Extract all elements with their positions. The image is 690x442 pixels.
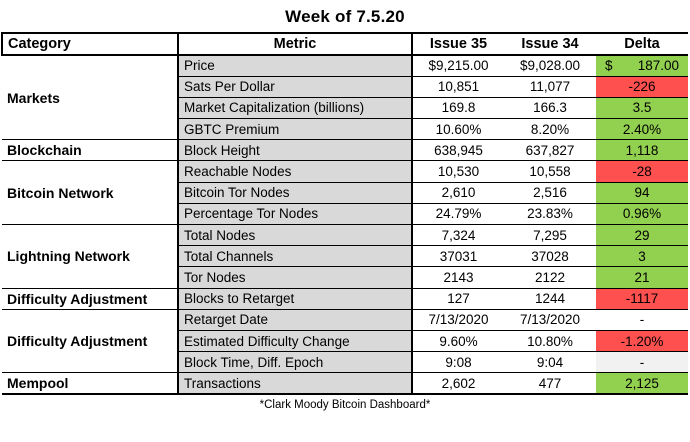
delta-cell: 0.96% <box>596 203 688 226</box>
issue35-cell: 2143 <box>412 266 504 289</box>
issue35-cell: 7,324 <box>412 224 504 247</box>
issue34-cell: 477 <box>504 372 596 396</box>
metric-cell: Total Channels <box>178 245 413 268</box>
header-row: Category Metric Issue 35 Issue 34 Delta <box>1 32 688 56</box>
delta-cell: 2.40% <box>596 118 688 141</box>
delta-cell: 21 <box>596 266 688 289</box>
table-row: Market Capitalization (billions) 169.8 1… <box>2 97 688 120</box>
issue35-cell: 10.60% <box>412 118 504 141</box>
column-header-issue35: Issue 35 <box>412 32 504 56</box>
issue34-cell: 8.20% <box>504 118 596 141</box>
issue35-cell: 2,602 <box>412 372 504 396</box>
table-row: Block Time, Diff. Epoch 9:08 9:04 - <box>2 351 688 374</box>
table-row: Total Channels 37031 37028 3 <box>2 245 688 268</box>
table-row: Bitcoin Network Reachable Nodes 10,530 1… <box>2 160 688 225</box>
issue34-cell: 23.83% <box>504 203 596 226</box>
table-row: Difficulty Adjustment Blocks to Retarget… <box>2 288 688 310</box>
issue34-cell: 10,558 <box>504 160 596 183</box>
delta-cell: - <box>596 309 688 331</box>
category-cell-markets: Markets <box>2 55 179 141</box>
issue35-cell: 7/13/2020 <box>412 309 504 331</box>
delta-cell: 29 <box>596 224 688 247</box>
issue35-cell: 9.60% <box>412 330 504 353</box>
metric-cell: Blocks to Retarget <box>178 288 413 310</box>
category-cell-mempool: Mempool <box>2 372 179 396</box>
issue35-cell: 10,851 <box>412 76 504 98</box>
delta-cell: -1117 <box>596 288 688 310</box>
table-row: Tor Nodes 2143 2122 21 <box>2 266 688 289</box>
metric-cell: Tor Nodes <box>178 266 413 289</box>
issue34-cell: 2122 <box>504 266 596 289</box>
issue35-cell: $9,215.00 <box>412 55 504 77</box>
delta-cell: 94 <box>596 182 688 204</box>
delta-cell: -226 <box>596 76 688 98</box>
delta-cell: 2,125 <box>596 372 688 396</box>
metric-cell: Block Time, Diff. Epoch <box>178 351 413 374</box>
issue34-cell: 7,295 <box>504 224 596 247</box>
issue35-cell: 638,945 <box>412 139 504 162</box>
issue34-cell: 10.80% <box>504 330 596 353</box>
issue34-cell: 166.3 <box>504 97 596 120</box>
table-row: Sats Per Dollar 10,851 11,077 -226 <box>2 76 688 98</box>
issue34-cell: 9:04 <box>504 351 596 374</box>
metric-cell: Retarget Date <box>178 309 413 331</box>
category-cell-difficulty-adjustment-1: Difficulty Adjustment <box>2 288 179 310</box>
issue35-cell: 127 <box>412 288 504 310</box>
metric-cell: Percentage Tor Nodes <box>178 203 413 226</box>
issue34-cell: 37028 <box>504 245 596 268</box>
metric-cell: Bitcoin Tor Nodes <box>178 182 413 204</box>
issue35-cell: 169.8 <box>412 97 504 120</box>
issue35-cell: 2,610 <box>412 182 504 204</box>
metric-cell: Block Height <box>178 139 413 162</box>
table-row: Bitcoin Tor Nodes 2,610 2,516 94 <box>2 182 688 204</box>
issue34-cell: 637,827 <box>504 139 596 162</box>
metric-cell: Reachable Nodes <box>178 160 413 183</box>
issue35-cell: 9:08 <box>412 351 504 374</box>
metrics-table: Category Metric Issue 35 Issue 34 Delta … <box>1 32 688 396</box>
metric-cell: Estimated Difficulty Change <box>178 330 413 353</box>
delta-cell: 1,118 <box>596 139 688 162</box>
issue35-cell: 10,530 <box>412 160 504 183</box>
column-header-metric: Metric <box>178 32 413 56</box>
metric-cell: Market Capitalization (billions) <box>178 97 413 120</box>
table-row: Markets Price $9,215.00 $9,028.00 $ 187.… <box>2 55 688 141</box>
column-header-category: Category <box>1 32 179 56</box>
delta-amount: 187.00 <box>637 58 679 74</box>
delta-currency-symbol: $ <box>605 58 613 74</box>
table-row: GBTC Premium 10.60% 8.20% 2.40% <box>2 118 688 141</box>
delta-cell: - <box>596 351 688 374</box>
metric-cell: Price <box>178 55 413 77</box>
category-cell-bitcoin-network: Bitcoin Network <box>2 160 179 225</box>
issue34-cell: 1244 <box>504 288 596 310</box>
issue34-cell: $9,028.00 <box>504 55 596 77</box>
metric-cell: Total Nodes <box>178 224 413 247</box>
category-cell-difficulty-adjustment-2: Difficulty Adjustment <box>2 309 179 374</box>
table-row: Mempool Transactions 2,602 477 2,125 <box>2 372 688 396</box>
metric-cell: Transactions <box>178 372 413 396</box>
delta-cell: -28 <box>596 160 688 183</box>
metric-cell: GBTC Premium <box>178 118 413 141</box>
delta-cell: $ 187.00 <box>596 55 688 77</box>
issue34-cell: 11,077 <box>504 76 596 98</box>
issue34-cell: 2,516 <box>504 182 596 204</box>
table-row: Percentage Tor Nodes 24.79% 23.83% 0.96% <box>2 203 688 226</box>
category-cell-lightning-network: Lightning Network <box>2 224 179 289</box>
delta-cell: -1.20% <box>596 330 688 353</box>
source-footnote: *Clark Moody Bitcoin Dashboard* <box>259 399 431 411</box>
table-row: Estimated Difficulty Change 9.60% 10.80%… <box>2 330 688 353</box>
metric-cell: Sats Per Dollar <box>178 76 413 98</box>
page-title: Week of 7.5.20 <box>285 7 405 26</box>
table-row: Blockchain Block Height 638,945 637,827 … <box>2 139 688 162</box>
delta-cell: 3 <box>596 245 688 268</box>
table-row: Lightning Network Total Nodes 7,324 7,29… <box>2 224 688 289</box>
delta-cell: 3.5 <box>596 97 688 120</box>
column-header-delta: Delta <box>596 32 688 56</box>
issue34-cell: 7/13/2020 <box>504 309 596 331</box>
issue35-cell: 37031 <box>412 245 504 268</box>
table-row: Difficulty Adjustment Retarget Date 7/13… <box>2 309 688 374</box>
category-cell-blockchain: Blockchain <box>2 139 179 162</box>
column-header-issue34: Issue 34 <box>504 32 596 56</box>
issue35-cell: 24.79% <box>412 203 504 226</box>
